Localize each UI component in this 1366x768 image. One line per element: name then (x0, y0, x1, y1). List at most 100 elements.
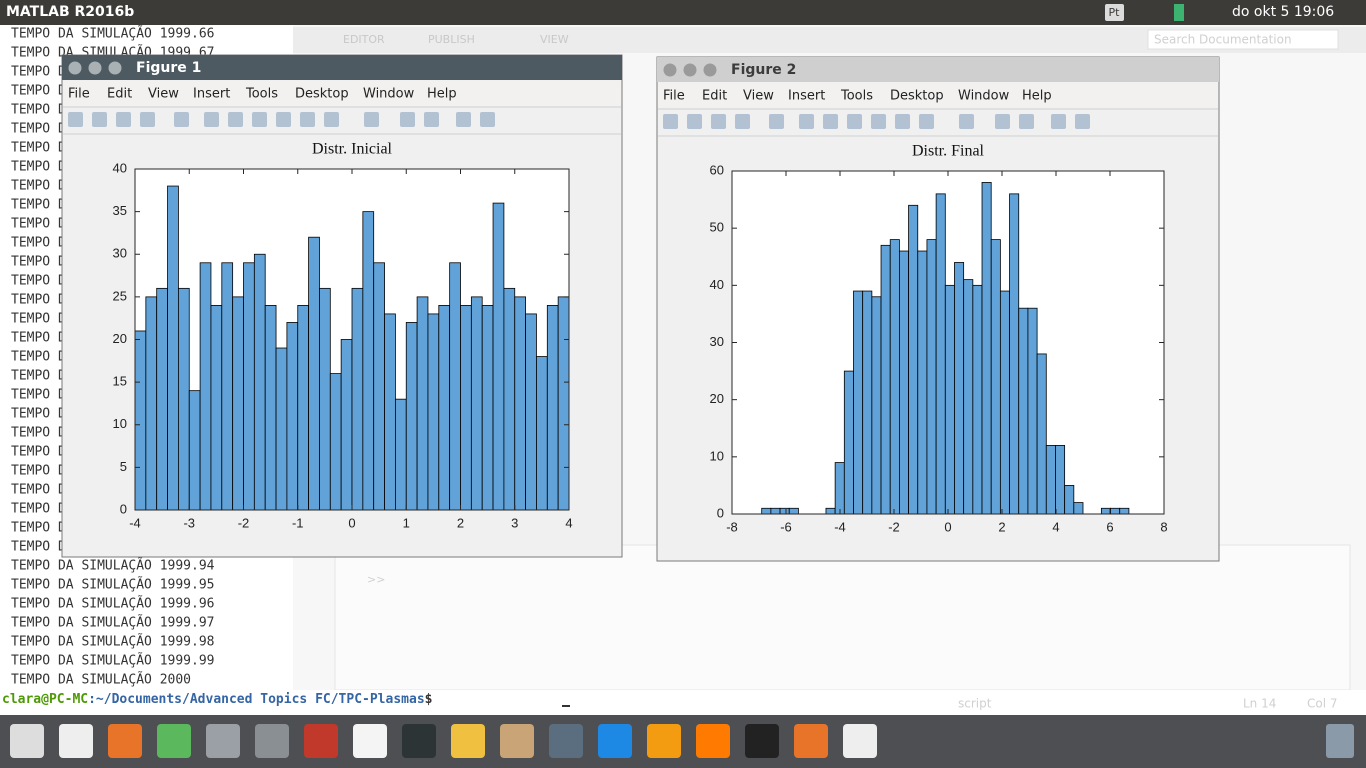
window-button[interactable] (108, 61, 122, 75)
search-placeholder[interactable]: Search Documentation (1154, 33, 1292, 47)
keyboard-indicator[interactable] (1105, 4, 1124, 21)
taskbar-icon[interactable] (549, 724, 583, 758)
toolbar-button[interactable] (174, 112, 189, 127)
taskbar-icon[interactable] (647, 724, 681, 758)
taskbar-icon[interactable] (206, 724, 240, 758)
toolbar-button[interactable] (959, 114, 974, 129)
taskbar-icon[interactable] (500, 724, 534, 758)
toolbar-button[interactable] (919, 114, 934, 129)
taskbar (0, 715, 1366, 768)
taskbar-icon[interactable] (451, 724, 485, 758)
menu-item[interactable]: Edit (702, 89, 727, 104)
bar (871, 296, 882, 515)
status-mode: script (958, 697, 992, 711)
toolbar-button[interactable] (204, 112, 219, 127)
keyboard-label[interactable]: Pt (1109, 6, 1121, 19)
toolbar-button[interactable] (364, 112, 379, 127)
menu-item[interactable]: Help (427, 87, 457, 102)
taskbar-icon[interactable] (696, 724, 730, 758)
toolbar-button[interactable] (1075, 114, 1090, 129)
bar (1064, 485, 1075, 515)
taskbar-icon[interactable] (353, 724, 387, 758)
bar (853, 290, 864, 515)
toolbar-button[interactable] (711, 114, 726, 129)
bar (1027, 307, 1038, 515)
bar (210, 304, 223, 511)
menu-item[interactable]: Desktop (295, 87, 349, 102)
trash-icon[interactable] (1326, 724, 1354, 758)
toolbar-button[interactable] (252, 112, 267, 127)
toolbar-button[interactable] (300, 112, 315, 127)
menu-item[interactable]: View (148, 87, 179, 102)
window-button[interactable] (88, 61, 102, 75)
toolbar-button[interactable] (92, 112, 107, 127)
taskbar-icon[interactable] (304, 724, 338, 758)
menu-item[interactable]: File (68, 87, 90, 102)
menu-item[interactable]: Tools (840, 89, 873, 104)
toolbar-button[interactable] (400, 112, 415, 127)
bar (308, 236, 320, 511)
taskbar-icon[interactable] (402, 724, 436, 758)
toolbar-button[interactable] (1019, 114, 1034, 129)
menu-bar (658, 83, 1218, 108)
toolbar-button[interactable] (140, 112, 155, 127)
toolbar-button[interactable] (895, 114, 910, 129)
toolbar-button[interactable] (847, 114, 862, 129)
toolbar-button[interactable] (68, 112, 83, 127)
taskbar-icon[interactable] (157, 724, 191, 758)
bar (134, 330, 147, 511)
window-button[interactable] (703, 63, 717, 77)
toolbar-button[interactable] (324, 112, 339, 127)
toolbar-button[interactable] (687, 114, 702, 129)
tab[interactable]: VIEW (540, 33, 569, 46)
toolbar-button[interactable] (799, 114, 814, 129)
toolbar-button[interactable] (871, 114, 886, 129)
y-tick-label: 25 (113, 288, 127, 303)
window-button[interactable] (663, 63, 677, 77)
toolbar-button[interactable] (424, 112, 439, 127)
taskbar-icon[interactable] (843, 724, 877, 758)
battery-icon[interactable] (1174, 4, 1184, 21)
toolbar-button[interactable] (995, 114, 1010, 129)
menu-item[interactable]: View (743, 89, 774, 104)
window-button[interactable] (68, 61, 82, 75)
menu-item[interactable]: Window (958, 89, 1010, 104)
toolbar-button[interactable] (769, 114, 784, 129)
tab[interactable]: PUBLISH (428, 33, 475, 46)
menu-item[interactable]: Insert (788, 89, 825, 104)
toolbar-button[interactable] (276, 112, 291, 127)
taskbar-icon[interactable] (10, 724, 44, 758)
menu-item[interactable]: Tools (245, 87, 278, 102)
toolbar-button[interactable] (1051, 114, 1066, 129)
toolbar-button[interactable] (480, 112, 495, 127)
search-box[interactable] (1147, 29, 1339, 50)
taskbar-icon[interactable] (598, 724, 632, 758)
menu-item[interactable]: Insert (193, 87, 230, 102)
menu-item[interactable]: Desktop (890, 89, 944, 104)
toolbar-button[interactable] (823, 114, 838, 129)
menu-item[interactable]: Edit (107, 87, 132, 102)
menu-item[interactable]: Help (1022, 89, 1052, 104)
window-button[interactable] (683, 63, 697, 77)
taskbar-icon[interactable] (794, 724, 828, 758)
prompt-user: clara@PC-MC (2, 692, 88, 707)
tab[interactable]: EDITOR (343, 33, 385, 46)
menu-item[interactable]: Window (363, 87, 415, 102)
toolbar-button[interactable] (228, 112, 243, 127)
taskbar-icon[interactable] (59, 724, 93, 758)
taskbar-icon[interactable] (745, 724, 779, 758)
menu-item[interactable]: File (663, 89, 685, 104)
x-tick-label: 2 (998, 519, 1005, 534)
toolbar-button[interactable] (735, 114, 750, 129)
toolbar-button[interactable] (663, 114, 678, 129)
command-prompt: >> (367, 573, 385, 586)
clock[interactable]: do okt 5 19:06 (1232, 4, 1334, 20)
taskbar-icon[interactable] (108, 724, 142, 758)
bar (1055, 444, 1066, 515)
toolbar-button[interactable] (456, 112, 471, 127)
x-tick-label: -8 (726, 519, 738, 534)
y-tick-label: 10 (113, 416, 127, 431)
toolbar-button[interactable] (116, 112, 131, 127)
taskbar-icon[interactable] (255, 724, 289, 758)
